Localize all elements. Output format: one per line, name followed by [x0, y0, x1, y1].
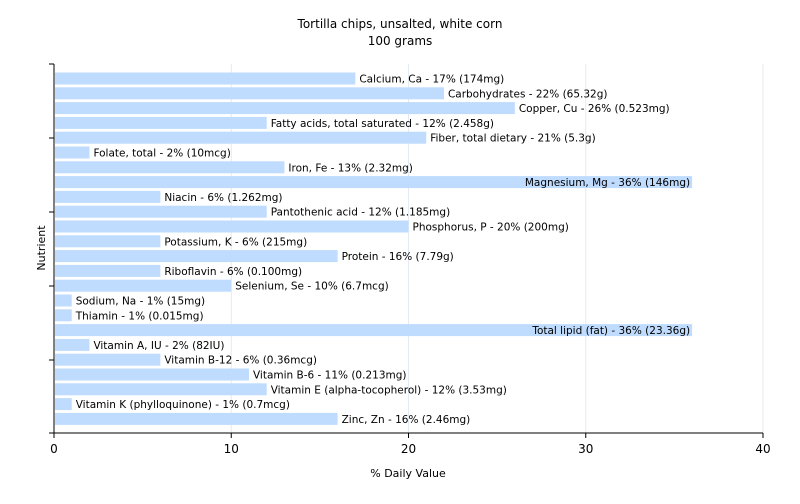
- axes: [49, 63, 764, 438]
- bar-label: Riboflavin - 6% (0.100mg): [164, 266, 302, 278]
- bar: [55, 102, 515, 115]
- bar: [55, 279, 232, 292]
- bars: [55, 72, 693, 425]
- bar: [55, 294, 72, 307]
- bar: [55, 72, 356, 85]
- bar: [55, 190, 161, 203]
- y-axis-label: Nutrient: [35, 225, 48, 271]
- x-tick-label: 20: [401, 442, 416, 456]
- bar: [55, 116, 267, 129]
- bar: [55, 87, 444, 100]
- bar-label: Vitamin B-12 - 6% (0.36mcg): [164, 355, 317, 367]
- chart-title: Tortilla chips, unsalted, white corn: [297, 17, 503, 31]
- x-tick-label: 0: [50, 442, 58, 456]
- x-tick-label: 10: [224, 442, 239, 456]
- bar: [55, 161, 285, 174]
- bar: [55, 309, 72, 322]
- bar-label: Pantothenic acid - 12% (1.185mg): [271, 207, 450, 219]
- bar-label: Phosphorus, P - 20% (200mg): [413, 222, 569, 234]
- bar-label: Vitamin A, IU - 2% (82IU): [93, 340, 224, 352]
- bar-label: Fiber, total dietary - 21% (5.3g): [430, 133, 595, 145]
- bar-label: Copper, Cu - 26% (0.523mg): [519, 103, 670, 115]
- bar: [55, 131, 427, 144]
- bar-label: Sodium, Na - 1% (15mg): [76, 296, 205, 308]
- bar-label: Calcium, Ca - 17% (174mg): [359, 74, 504, 86]
- bar: [55, 353, 161, 366]
- x-tick-label: 40: [755, 442, 770, 456]
- bar: [55, 220, 409, 233]
- bar-label: Iron, Fe - 13% (2.32mg): [288, 162, 412, 174]
- bar-label: Folate, total - 2% (10mcg): [93, 148, 230, 160]
- bar: [55, 176, 693, 189]
- bar-label: Thiamin - 1% (0.015mg): [75, 310, 204, 322]
- x-axis-label: % Daily Value: [370, 467, 446, 480]
- bar: [55, 146, 90, 159]
- bar-label: Carbohydrates - 22% (65.32g): [448, 88, 608, 100]
- bar-label: Zinc, Zn - 16% (2.46mg): [342, 414, 471, 426]
- bar-label: Vitamin B-6 - 11% (0.213mg): [253, 370, 407, 382]
- bar: [55, 324, 693, 337]
- bar: [55, 264, 161, 277]
- x-tick-label: 30: [578, 442, 593, 456]
- bar: [55, 250, 338, 263]
- bar-label: Vitamin E (alpha-tocopherol) - 12% (3.53…: [271, 384, 507, 396]
- bar: [55, 368, 249, 381]
- bar-label: Selenium, Se - 10% (6.7mcg): [235, 281, 388, 293]
- bar-label: Total lipid (fat) - 36% (23.36g): [531, 325, 690, 337]
- bar-label: Niacin - 6% (1.262mg): [164, 192, 282, 204]
- bar: [55, 338, 90, 351]
- bar: [55, 383, 267, 396]
- chart-subtitle: 100 grams: [368, 34, 433, 48]
- bar: [55, 398, 72, 411]
- bar: [55, 205, 267, 218]
- bar-label: Protein - 16% (7.79g): [342, 251, 454, 263]
- bar-labels: Calcium, Ca - 17% (174mg) Carbohydrates -…: [75, 74, 690, 426]
- bar: [55, 412, 338, 425]
- bar-label: Potassium, K - 6% (215mg): [164, 236, 307, 248]
- bar: [55, 235, 161, 248]
- bar-label: Fatty acids, total saturated - 12% (2.45…: [271, 118, 494, 130]
- bar-label: Vitamin K (phylloquinone) - 1% (0.7mcg): [76, 399, 290, 411]
- x-tick-labels: 0 10 20 30 40: [50, 442, 770, 456]
- bar-label: Magnesium, Mg - 36% (146mg): [525, 177, 690, 189]
